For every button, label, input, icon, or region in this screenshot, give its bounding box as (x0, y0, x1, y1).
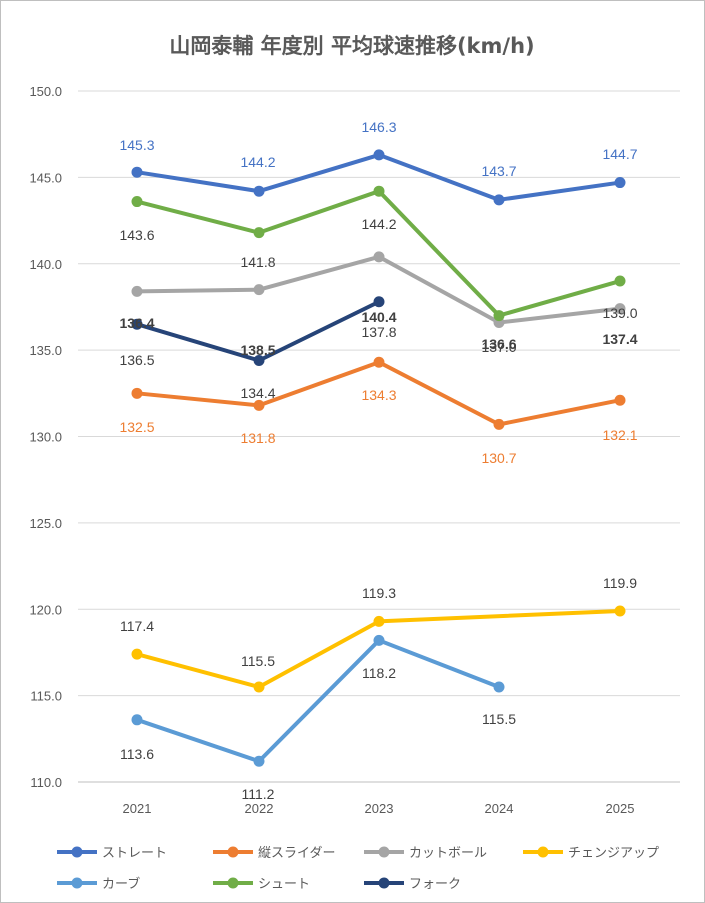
data-label: 140.4 (361, 309, 396, 325)
data-label: 144.2 (361, 216, 396, 232)
data-label: 117.4 (120, 618, 154, 634)
y-tick-label: 125.0 (29, 516, 62, 531)
legend-swatch-marker (227, 877, 239, 889)
data-point (253, 681, 265, 693)
data-point (493, 194, 505, 206)
data-label: 118.2 (362, 665, 396, 681)
data-label: 136.6 (481, 336, 516, 352)
data-label: 139.0 (602, 305, 637, 321)
y-tick-label: 130.0 (29, 430, 62, 445)
data-point (253, 354, 265, 366)
series-line (135, 638, 501, 764)
y-tick-label: 135.0 (29, 343, 62, 358)
x-tick-label: 2022 (245, 801, 274, 816)
data-label: 137.0 (481, 339, 516, 355)
data-point (373, 251, 385, 263)
data-point (131, 285, 143, 297)
data-point (131, 166, 143, 178)
data-point (373, 296, 385, 308)
legend-label: カットボール (409, 846, 487, 861)
data-label: 144.7 (602, 146, 637, 162)
data-point (373, 615, 385, 627)
series-line (135, 608, 622, 689)
chart-title: 山岡泰輔 年度別 平均球速推移(km/h) (169, 34, 534, 58)
data-point (253, 399, 265, 411)
data-point (493, 418, 505, 430)
data-label: 119.3 (362, 585, 396, 601)
data-point (614, 605, 626, 617)
data-label: 134.3 (361, 387, 396, 403)
data-label: 130.7 (481, 450, 516, 466)
data-point (373, 149, 385, 161)
data-point (253, 227, 265, 239)
y-tick-label: 120.0 (29, 602, 62, 617)
y-tick-label: 110.0 (30, 775, 62, 790)
data-point (614, 394, 626, 406)
data-point (131, 648, 143, 660)
y-tick-label: 140.0 (29, 257, 62, 272)
y-tick-label: 145.0 (29, 170, 62, 185)
data-label: 145.3 (119, 137, 154, 153)
data-point (614, 177, 626, 189)
data-point (373, 356, 385, 368)
data-point (253, 284, 265, 296)
legend-swatch-marker (537, 846, 549, 858)
data-label: 136.4 (119, 315, 154, 331)
data-point (373, 634, 385, 646)
data-point (614, 275, 626, 287)
legend-label: カーブ (102, 876, 140, 892)
data-label: 144.2 (240, 154, 275, 170)
data-label: 132.5 (119, 419, 154, 435)
data-label: 131.8 (240, 430, 275, 446)
data-point (131, 318, 143, 330)
data-label: 113.6 (120, 746, 154, 762)
legend-swatch-marker (227, 846, 239, 858)
data-label: 141.8 (240, 254, 275, 270)
legend-label: シュート (258, 877, 310, 892)
data-label: 132.1 (602, 427, 637, 443)
x-tick-label: 2023 (365, 801, 394, 816)
legend-swatch-marker (71, 877, 83, 889)
x-tick-label: 2024 (485, 801, 514, 816)
data-label: 115.5 (241, 653, 275, 669)
data-point (614, 303, 626, 315)
y-tick-label: 150.0 (29, 84, 62, 99)
data-point (253, 755, 265, 767)
data-label: 146.3 (361, 119, 396, 135)
legend-swatch-marker (378, 846, 390, 858)
data-label: 143.7 (481, 163, 516, 179)
data-point (131, 387, 143, 399)
legend-label: ストレート (102, 846, 167, 861)
data-point (253, 185, 265, 197)
x-tick-label: 2025 (606, 801, 635, 816)
data-labels: 145.3 144.2 146.3 143.7 144.7 132.5 131.8 134.3… (119, 119, 637, 802)
data-point (131, 196, 143, 208)
data-point (493, 681, 505, 693)
data-label: 137.4 (602, 331, 637, 347)
series-points (131, 149, 626, 767)
data-label: 119.9 (603, 575, 637, 591)
data-label: 136.5 (119, 352, 154, 368)
legend-swatch-marker (378, 877, 390, 889)
data-point (373, 185, 385, 197)
data-label: 138.5 (240, 342, 275, 358)
data-label: 111.2 (242, 786, 275, 802)
legend-label: チェンジアップ (568, 846, 659, 861)
data-label: 137.8 (361, 324, 396, 340)
data-label: 134.4 (240, 385, 275, 401)
data-label: 143.6 (119, 227, 154, 243)
data-point (493, 310, 505, 322)
x-tick-label: 2021 (123, 801, 152, 816)
legend-label: フォーク (409, 877, 461, 892)
data-label: 115.5 (482, 711, 516, 727)
legend-label: 縦スライダー (258, 846, 335, 861)
legend-swatch-marker (71, 846, 83, 858)
data-point (131, 714, 143, 726)
x-axis-ticks: 2021 2022 2023 2024 2025 (123, 801, 635, 816)
y-tick-label: 115.0 (30, 689, 62, 704)
y-axis-ticks: 110.0 115.0 120.0 125.0 130.0 135.0 140.0 145.0… (29, 84, 62, 790)
